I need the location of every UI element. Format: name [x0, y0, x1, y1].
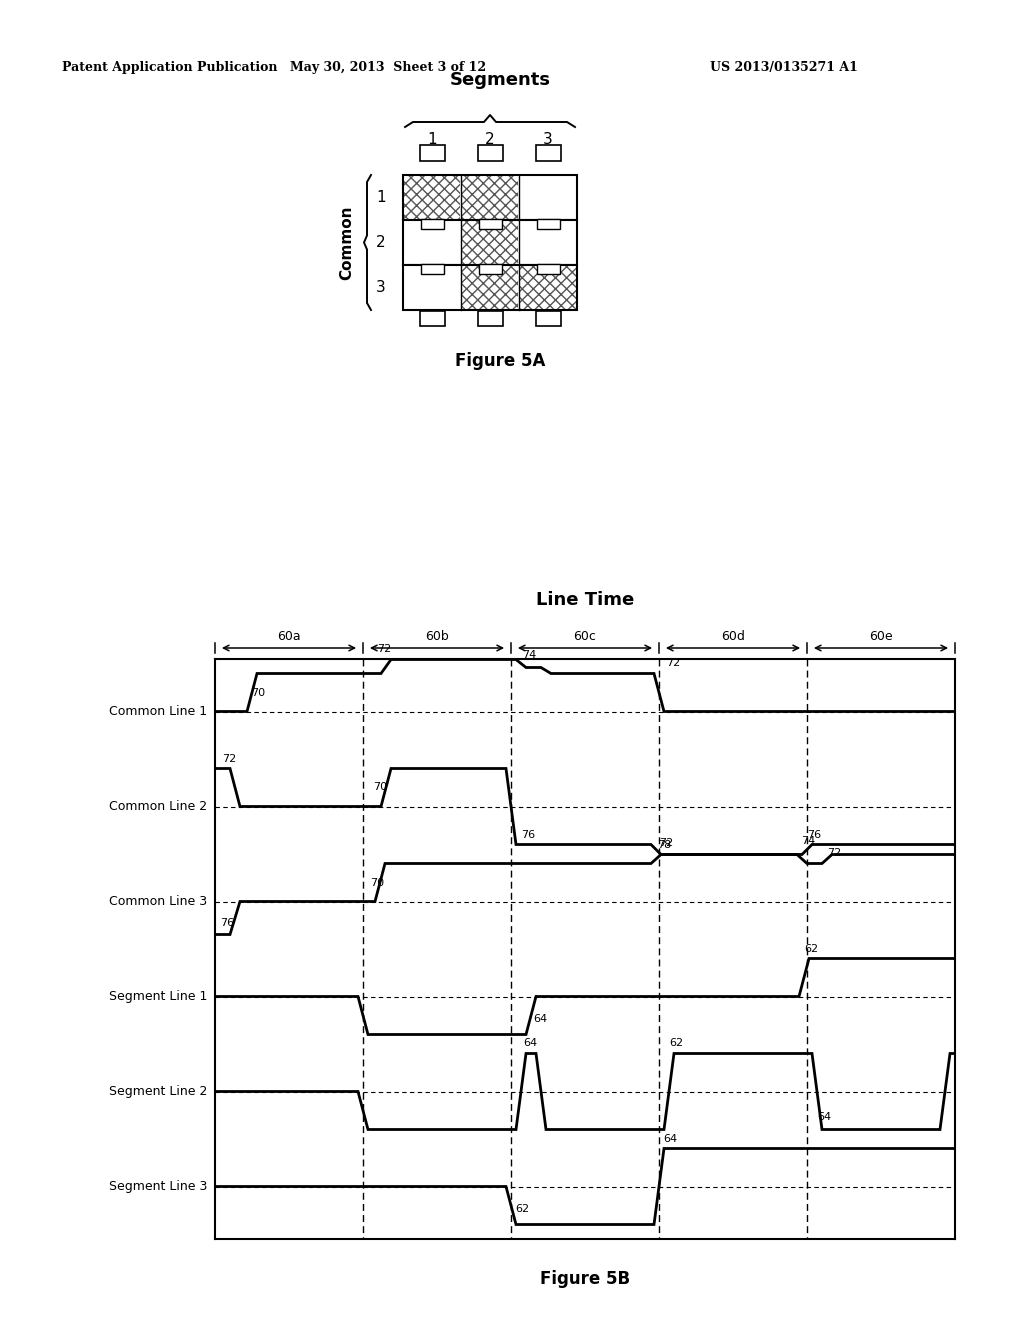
Text: 2: 2	[485, 132, 495, 148]
Text: US 2013/0135271 A1: US 2013/0135271 A1	[710, 62, 858, 74]
Bar	[420, 145, 444, 161]
Bar	[537, 264, 559, 275]
Bar	[462, 220, 518, 264]
Text: 64: 64	[663, 1134, 677, 1143]
Text: 60a: 60a	[278, 631, 301, 644]
Text: 70: 70	[370, 878, 384, 887]
Text: 72: 72	[222, 754, 237, 763]
Bar	[462, 176, 518, 219]
Text: Segment Line 2: Segment Line 2	[109, 1085, 207, 1098]
Bar	[403, 176, 577, 220]
Text: 64: 64	[817, 1111, 831, 1122]
Text: May 30, 2013  Sheet 3 of 12: May 30, 2013 Sheet 3 of 12	[290, 62, 486, 74]
Bar	[536, 312, 560, 326]
Bar	[421, 264, 443, 275]
Text: 62: 62	[669, 1039, 683, 1048]
Text: 74: 74	[801, 836, 815, 846]
Text: 76: 76	[521, 829, 536, 840]
Text: 72: 72	[666, 659, 680, 668]
Bar	[403, 220, 577, 265]
Text: Segments: Segments	[450, 71, 551, 88]
Text: 1: 1	[427, 132, 437, 148]
Bar	[404, 176, 460, 219]
Text: 76: 76	[220, 919, 234, 928]
Bar	[536, 145, 560, 161]
Bar	[462, 267, 518, 309]
Text: Common Line 3: Common Line 3	[109, 895, 207, 908]
Text: Patent Application Publication: Patent Application Publication	[62, 62, 278, 74]
Text: Figure 5A: Figure 5A	[455, 352, 545, 370]
Text: 70: 70	[373, 783, 387, 792]
Text: 3: 3	[376, 280, 386, 294]
Text: Common Line 1: Common Line 1	[109, 705, 207, 718]
Bar	[477, 312, 503, 326]
Text: 3: 3	[543, 132, 553, 148]
Bar	[478, 264, 502, 275]
Text: 72: 72	[377, 644, 391, 655]
Text: Line Time: Line Time	[536, 591, 634, 609]
Text: Common: Common	[340, 205, 354, 280]
Text: 62: 62	[804, 944, 818, 953]
Text: Figure 5B: Figure 5B	[540, 1270, 630, 1288]
Bar	[403, 265, 577, 310]
Text: 60c: 60c	[573, 631, 596, 644]
Bar	[421, 219, 443, 228]
Text: 60b: 60b	[425, 631, 449, 644]
Text: Segment Line 1: Segment Line 1	[109, 990, 207, 1003]
Text: Segment Line 3: Segment Line 3	[109, 1180, 207, 1193]
Text: 60d: 60d	[721, 631, 744, 644]
Bar	[520, 267, 575, 309]
Text: 78: 78	[657, 840, 672, 850]
Text: 64: 64	[534, 1015, 547, 1024]
Text: 74: 74	[522, 649, 537, 660]
Text: 62: 62	[515, 1204, 529, 1214]
Bar	[478, 219, 502, 228]
Text: 64: 64	[523, 1039, 538, 1048]
Text: 72: 72	[827, 849, 842, 858]
Text: 76: 76	[807, 829, 821, 840]
Bar	[537, 219, 559, 228]
Text: Common Line 2: Common Line 2	[109, 800, 207, 813]
Bar	[420, 312, 444, 326]
Text: 72: 72	[659, 837, 673, 847]
Bar	[477, 145, 503, 161]
Text: 2: 2	[376, 235, 386, 249]
Text: 1: 1	[376, 190, 386, 205]
Text: 60e: 60e	[869, 631, 893, 644]
Text: 70: 70	[251, 688, 265, 697]
